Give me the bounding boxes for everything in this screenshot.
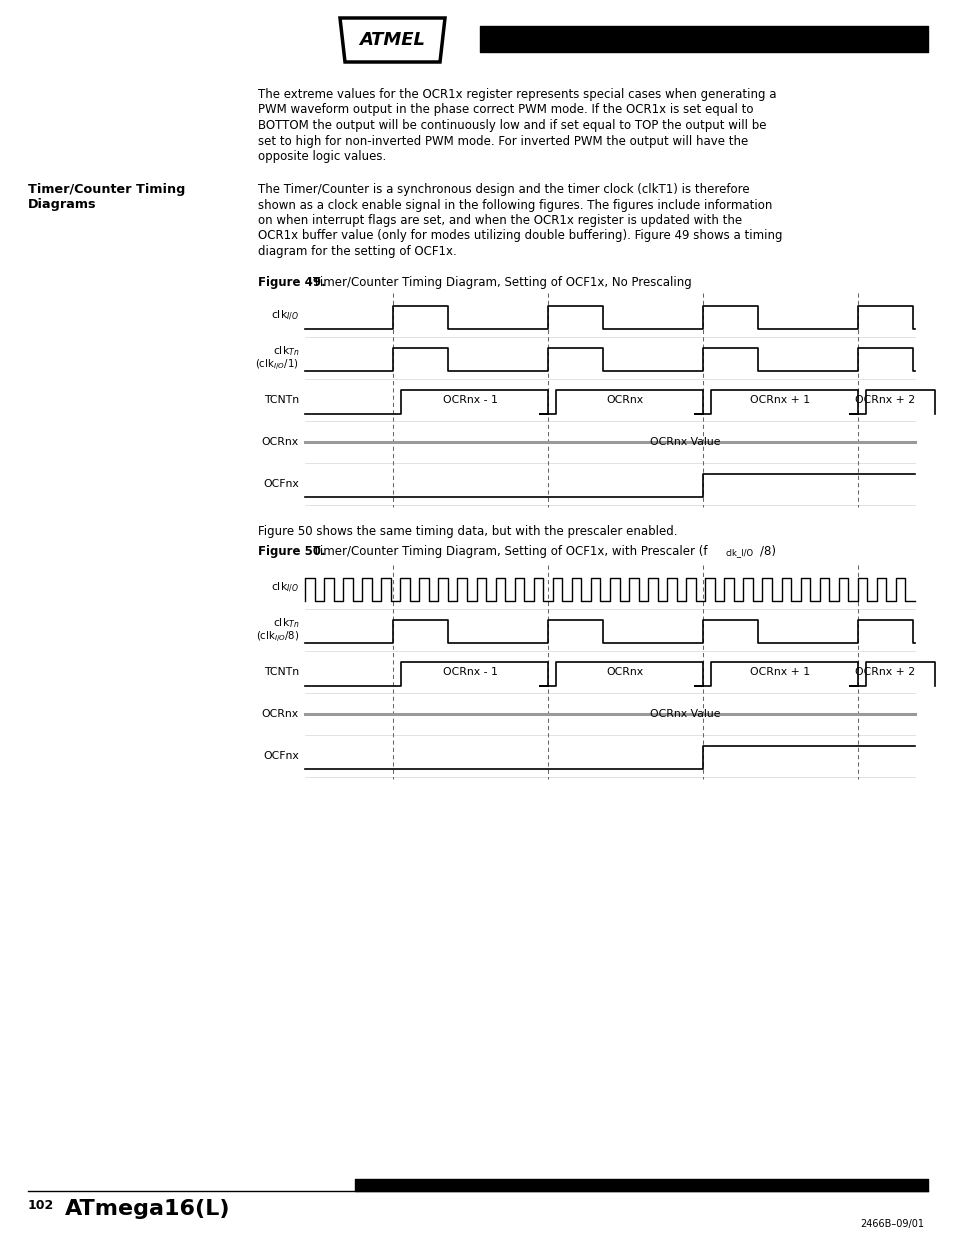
Text: set to high for non-inverted PWM mode. For inverted PWM the output will have the: set to high for non-inverted PWM mode. F…	[257, 135, 747, 147]
Text: Figure 50 shows the same timing data, but with the prescaler enabled.: Figure 50 shows the same timing data, bu…	[257, 525, 677, 538]
Text: Diagrams: Diagrams	[28, 198, 96, 211]
Text: OCRnx - 1: OCRnx - 1	[442, 395, 497, 405]
Text: 2466B–09/01: 2466B–09/01	[859, 1219, 923, 1229]
Text: ATMEL: ATMEL	[358, 31, 424, 49]
Text: Timer/Counter Timing Diagram, Setting of OCF1x, No Prescaling: Timer/Counter Timing Diagram, Setting of…	[313, 275, 691, 289]
Text: clk_I/O: clk_I/O	[725, 548, 753, 557]
Text: BOTTOM the output will be continuously low and if set equal to TOP the output wi: BOTTOM the output will be continuously l…	[257, 119, 765, 132]
Text: opposite logic values.: opposite logic values.	[257, 149, 386, 163]
Text: clk$_{I/O}$: clk$_{I/O}$	[271, 309, 298, 324]
Text: 102: 102	[28, 1199, 54, 1212]
Text: Figure 50.: Figure 50.	[257, 545, 325, 558]
Text: OCRnx: OCRnx	[606, 395, 643, 405]
Text: OCRnx: OCRnx	[262, 437, 298, 447]
Text: Timer/Counter Timing Diagram, Setting of OCF1x, with Prescaler (f: Timer/Counter Timing Diagram, Setting of…	[313, 545, 707, 558]
Text: OCRnx Value: OCRnx Value	[649, 709, 720, 719]
Text: /8): /8)	[760, 545, 775, 558]
Polygon shape	[339, 19, 444, 62]
Text: OCRnx: OCRnx	[606, 667, 643, 677]
Text: OCRnx + 1: OCRnx + 1	[749, 667, 809, 677]
Text: (clk$_{I/O}$/8): (clk$_{I/O}$/8)	[255, 630, 298, 645]
Text: clk$_{I/O}$: clk$_{I/O}$	[271, 580, 298, 595]
Text: OCRnx + 2: OCRnx + 2	[854, 667, 914, 677]
Text: diagram for the setting of OCF1x.: diagram for the setting of OCF1x.	[257, 245, 456, 258]
Text: Figure 49.: Figure 49.	[257, 275, 325, 289]
Text: Timer/Counter Timing: Timer/Counter Timing	[28, 183, 185, 196]
Text: ATmega16(L): ATmega16(L)	[65, 1199, 231, 1219]
Text: TCNTn: TCNTn	[264, 667, 298, 677]
Text: on when interrupt flags are set, and when the OCR1x register is updated with the: on when interrupt flags are set, and whe…	[257, 214, 741, 227]
Text: PWM waveform output in the phase correct PWM mode. If the OCR1x is set equal to: PWM waveform output in the phase correct…	[257, 104, 753, 116]
Text: OCFnx: OCFnx	[263, 479, 298, 489]
Text: clk$_{Tn}$: clk$_{Tn}$	[273, 345, 298, 358]
Text: shown as a clock enable signal in the following figures. The figures include inf: shown as a clock enable signal in the fo…	[257, 199, 772, 211]
Text: OCRnx Value: OCRnx Value	[649, 437, 720, 447]
Text: OCFnx: OCFnx	[263, 751, 298, 761]
Text: The Timer/Counter is a synchronous design and the timer clock (clkT1) is therefo: The Timer/Counter is a synchronous desig…	[257, 183, 749, 196]
Text: OCRnx: OCRnx	[262, 709, 298, 719]
Text: TCNTn: TCNTn	[264, 395, 298, 405]
Text: (clk$_{I/O}$/1): (clk$_{I/O}$/1)	[255, 358, 298, 373]
Text: OCRnx - 1: OCRnx - 1	[442, 667, 497, 677]
Text: The extreme values for the OCR1x register represents special cases when generati: The extreme values for the OCR1x registe…	[257, 88, 776, 101]
Text: OCR1x buffer value (only for modes utilizing double buffering). Figure 49 shows : OCR1x buffer value (only for modes utili…	[257, 230, 781, 242]
Text: OCRnx + 2: OCRnx + 2	[854, 395, 914, 405]
Text: OCRnx + 1: OCRnx + 1	[749, 395, 809, 405]
Text: clk$_{Tn}$: clk$_{Tn}$	[273, 616, 298, 630]
